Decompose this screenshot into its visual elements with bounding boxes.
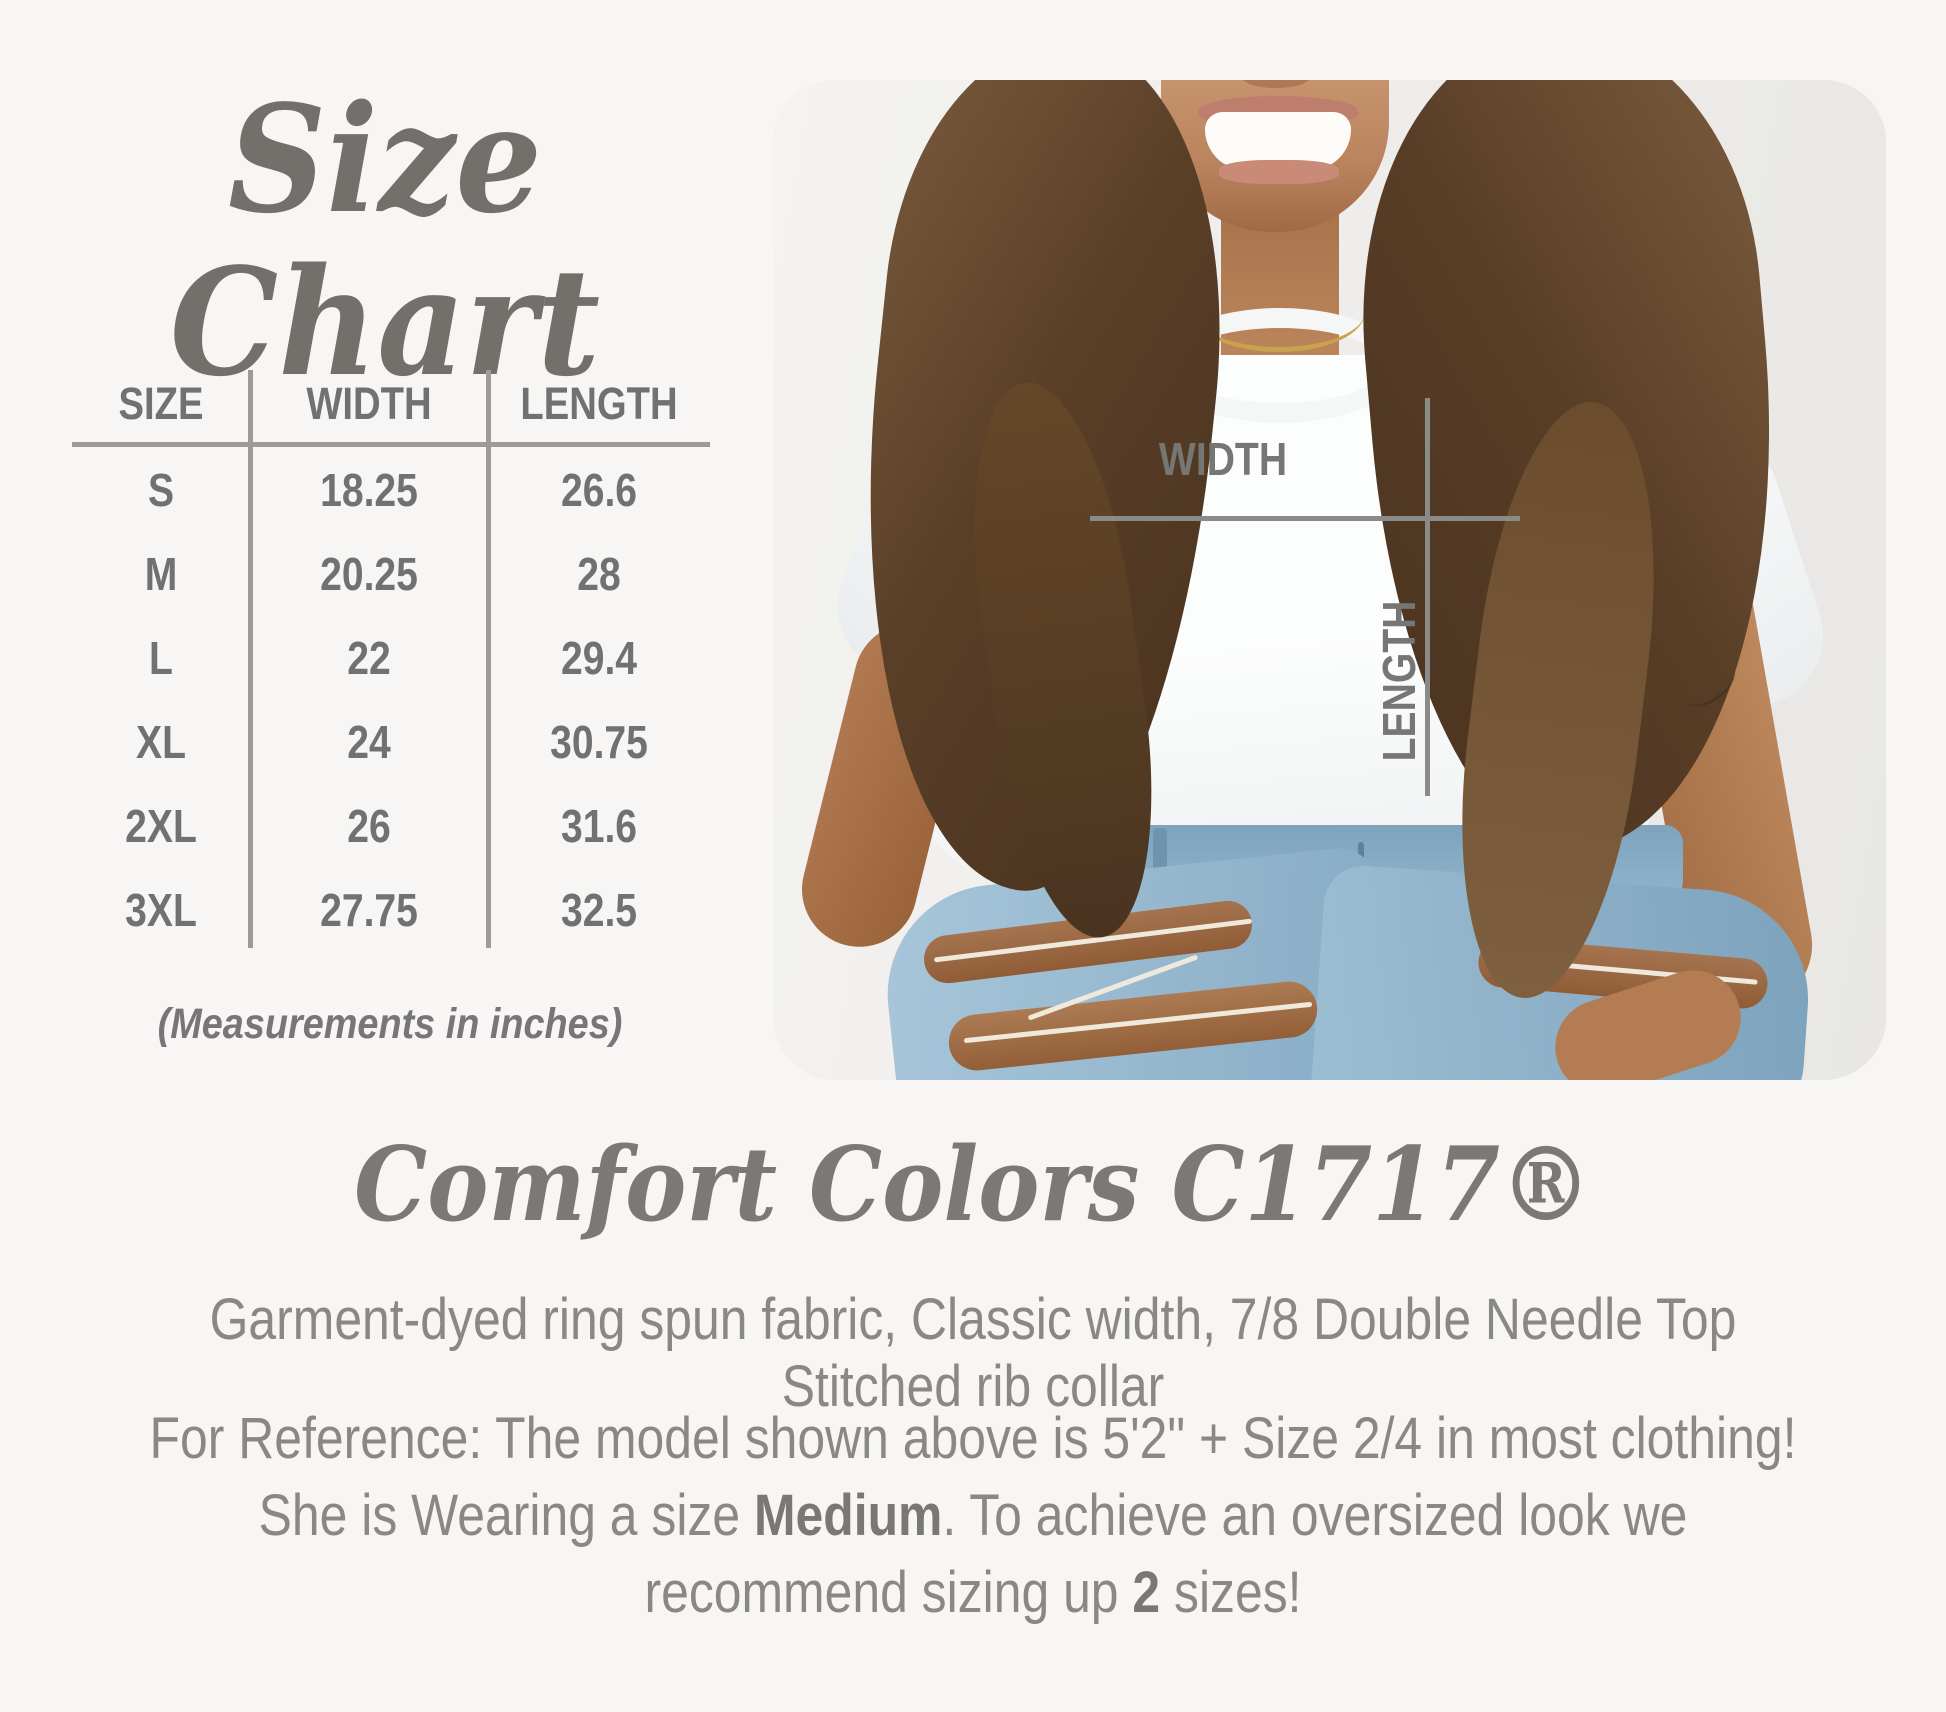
reference-note: For Reference: The model shown above is … (136, 1400, 1810, 1631)
column-header-width: WIDTH (306, 378, 432, 429)
gold-necklace (1193, 272, 1365, 352)
width-measure-label: WIDTH (1158, 433, 1288, 485)
model-lower-lip (1219, 160, 1339, 184)
table-cell: M (144, 548, 178, 600)
reference-line3-prefix: recommend sizing up (644, 1560, 1133, 1626)
reference-size-bold: Medium (753, 1483, 943, 1549)
length-measure-label: LENGTH (1373, 600, 1425, 762)
table-cell: 29.4 (560, 632, 638, 684)
size-table-body: S 18.25 26.6 M 20.25 28 L 22 29.4 XL 24 … (72, 448, 710, 952)
reference-line2-prefix: She is Wearing a size (258, 1483, 754, 1549)
table-cell: S (147, 464, 175, 516)
reference-line3-suffix: sizes! (1160, 1560, 1302, 1626)
table-cell: 20.25 (320, 548, 418, 600)
table-cell: 26 (347, 800, 391, 852)
column-header-size: SIZE (118, 378, 204, 429)
table-cell: 24 (347, 716, 391, 768)
table-cell: 31.6 (560, 800, 638, 852)
page-title: Size Chart (169, 72, 601, 409)
length-measure-line (1425, 398, 1430, 796)
size-table-header: SIZE WIDTH LENGTH (72, 368, 710, 440)
table-cell: 22 (347, 632, 391, 684)
table-cell: L (149, 632, 173, 684)
fabric-description: Garment-dyed ring spun fabric, Classic w… (209, 1287, 1737, 1419)
table-divider-1 (248, 370, 253, 948)
table-cell: XL (136, 716, 186, 768)
product-name: Comfort Colors C1717® (354, 1125, 1592, 1245)
width-measure-line (1090, 516, 1520, 521)
table-cell: 32.5 (560, 884, 638, 936)
measurements-note: (Measurements in inches) (157, 1000, 623, 1048)
reference-sizes-bold: 2 (1132, 1560, 1161, 1626)
table-cell: 28 (577, 548, 621, 600)
table-horizontal-rule (72, 442, 710, 447)
size-table: SIZE WIDTH LENGTH S 18.25 26.6 M 20.25 2… (72, 368, 710, 950)
reference-line2-suffix: . To achieve an oversized look we (942, 1483, 1688, 1549)
jeans-belt-loop (1153, 828, 1167, 874)
table-cell: 27.75 (320, 884, 418, 936)
table-cell: 3XL (125, 884, 197, 936)
table-divider-2 (486, 370, 491, 948)
column-header-length: LENGTH (520, 378, 678, 429)
model-photo: WIDTH LENGTH (773, 80, 1886, 1080)
table-cell: 30.75 (550, 716, 648, 768)
table-cell: 18.25 (320, 464, 418, 516)
reference-line1: For Reference: The model shown above is … (149, 1406, 1797, 1471)
model-nose-shadow (1241, 80, 1311, 88)
table-cell: 2XL (125, 800, 197, 852)
table-cell: 26.6 (560, 464, 638, 516)
